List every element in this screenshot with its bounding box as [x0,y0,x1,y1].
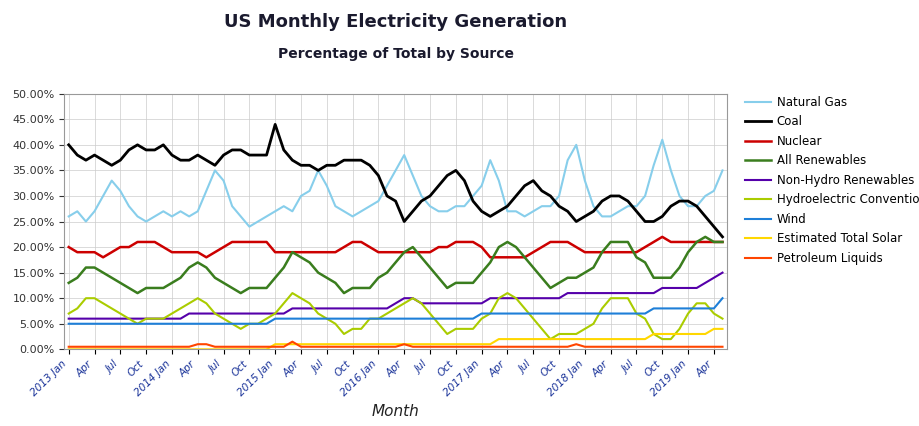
Estimated Total Solar [287,342,298,347]
Wind [346,316,357,321]
All Renewables [287,250,298,255]
Line: Petroleum Liquids: Petroleum Liquids [69,342,721,347]
Coal [63,142,74,147]
Natural Gas [295,193,306,199]
Nuclear [356,239,367,245]
Nuclear [287,250,298,255]
Non-Hydro Renewables [278,311,289,316]
Petroleum Liquids [716,344,727,349]
Non-Hydro Renewables [330,306,341,311]
Text: US Monthly Electricity Generation: US Monthly Electricity Generation [224,13,566,31]
Petroleum Liquids [63,344,74,349]
Natural Gas [356,209,367,214]
All Renewables [63,280,74,285]
All Renewables [295,255,306,260]
All Renewables [338,291,349,296]
Line: Coal: Coal [69,124,721,237]
Hydroelectric Conventional [338,331,349,337]
Hydroelectric Conventional [192,296,203,301]
Petroleum Liquids [433,344,444,349]
Wind [192,321,203,326]
Nuclear [338,245,349,250]
Coal [338,158,349,163]
Line: Wind: Wind [69,298,721,324]
Non-Hydro Renewables [287,306,298,311]
Nuclear [656,234,667,239]
Nuclear [63,245,74,250]
Coal [287,158,298,163]
Hydroelectric Conventional [356,326,367,331]
Natural Gas [338,209,349,214]
Natural Gas [433,209,444,214]
All Renewables [200,265,211,270]
Hydroelectric Conventional [433,321,444,326]
Hydroelectric Conventional [295,296,306,301]
Estimated Total Solar [63,347,74,352]
Coal [269,122,280,127]
Wind [287,316,298,321]
Hydroelectric Conventional [544,337,555,342]
Line: Non-Hydro Renewables: Non-Hydro Renewables [69,273,721,319]
All Renewables [131,291,142,296]
Line: Estimated Total Solar: Estimated Total Solar [69,329,721,349]
Nuclear [295,250,306,255]
Non-Hydro Renewables [424,301,435,306]
Legend: Natural Gas, Coal, Nuclear, All Renewables, Non-Hydro Renewables, Hydroelectric : Natural Gas, Coal, Nuclear, All Renewabl… [739,91,919,270]
Hydroelectric Conventional [278,301,289,306]
Non-Hydro Renewables [63,316,74,321]
Wind [278,316,289,321]
Petroleum Liquids [338,344,349,349]
Line: All Renewables: All Renewables [69,237,721,293]
Estimated Total Solar [716,326,727,331]
Line: Nuclear: Nuclear [69,237,721,257]
Natural Gas [192,209,203,214]
Nuclear [716,239,727,245]
Estimated Total Solar [330,342,341,347]
Petroleum Liquids [295,344,306,349]
Estimated Total Solar [708,326,719,331]
Petroleum Liquids [278,344,289,349]
Estimated Total Solar [346,342,357,347]
Hydroelectric Conventional [716,316,727,321]
Non-Hydro Renewables [716,270,727,275]
Nuclear [97,255,108,260]
All Renewables [356,285,367,291]
Hydroelectric Conventional [287,291,298,296]
Coal [356,158,367,163]
Non-Hydro Renewables [346,306,357,311]
Line: Natural Gas: Natural Gas [69,140,721,227]
Non-Hydro Renewables [192,311,203,316]
Natural Gas [287,209,298,214]
Line: Hydroelectric Conventional: Hydroelectric Conventional [69,293,721,339]
All Renewables [433,275,444,280]
Petroleum Liquids [192,342,203,347]
Petroleum Liquids [356,344,367,349]
Coal [433,183,444,188]
All Renewables [716,239,727,245]
Nuclear [200,255,211,260]
Estimated Total Solar [278,342,289,347]
Wind [716,296,727,301]
Estimated Total Solar [424,342,435,347]
Nuclear [433,245,444,250]
Wind [330,316,341,321]
Text: Percentage of Total by Source: Percentage of Total by Source [278,47,513,61]
Natural Gas [716,168,727,173]
Natural Gas [656,137,667,142]
Natural Gas [63,214,74,219]
Wind [424,316,435,321]
Petroleum Liquids [287,339,298,344]
X-axis label: Month: Month [371,404,419,419]
Hydroelectric Conventional [63,311,74,316]
Wind [63,321,74,326]
Estimated Total Solar [192,347,203,352]
All Renewables [699,234,710,239]
Coal [716,234,727,239]
Natural Gas [244,224,255,229]
Coal [192,153,203,158]
Coal [295,163,306,168]
